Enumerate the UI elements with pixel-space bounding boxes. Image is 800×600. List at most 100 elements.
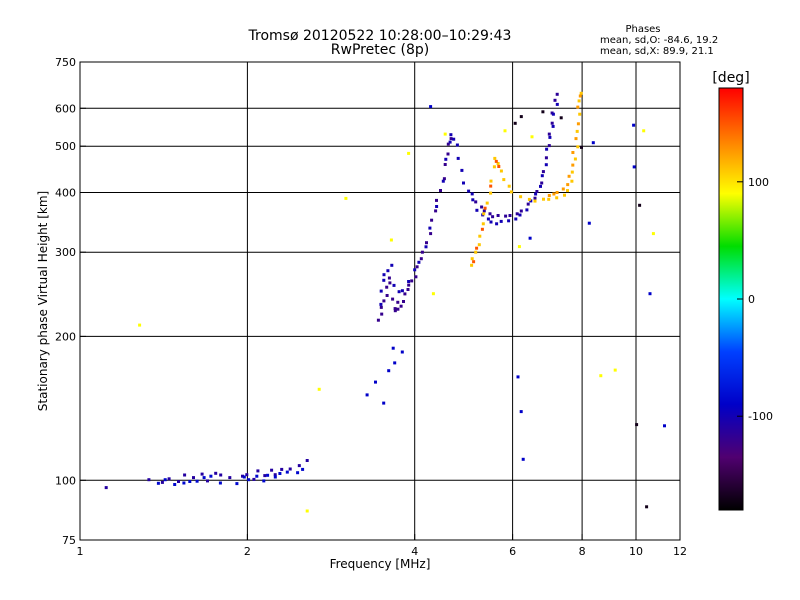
data-point: [386, 269, 390, 273]
data-point: [489, 184, 493, 188]
y-tick-label: 600: [55, 102, 76, 115]
chart-title: Tromsø 20120522 10:28:00–10:29:43: [248, 28, 512, 44]
data-point: [559, 116, 563, 120]
y-tick-label: 400: [55, 187, 76, 200]
data-point: [508, 214, 512, 217]
data-point: [407, 280, 411, 283]
data-point: [648, 292, 652, 296]
data-point: [555, 196, 559, 200]
data-point: [397, 290, 401, 294]
data-point: [435, 205, 439, 208]
data-point: [480, 227, 484, 231]
data-point: [173, 483, 177, 486]
data-point: [514, 217, 518, 221]
data-point: [147, 478, 151, 482]
data-point: [387, 276, 391, 280]
data-point: [491, 215, 495, 219]
data-point: [467, 189, 471, 193]
data-point: [576, 105, 580, 109]
data-point: [138, 323, 142, 327]
data-point: [393, 307, 397, 311]
data-point: [642, 129, 646, 133]
data-point: [632, 165, 636, 169]
grid-lines: [80, 62, 680, 540]
data-point: [317, 387, 321, 391]
data-point: [587, 221, 591, 225]
data-point: [285, 470, 289, 474]
data-point: [195, 479, 199, 483]
data-point: [417, 260, 421, 264]
data-point: [470, 257, 474, 261]
colorbar-tick-label: 100: [748, 176, 769, 189]
data-point: [478, 234, 482, 238]
data-point: [200, 472, 204, 476]
data-point: [435, 198, 438, 202]
x-tick-label: 12: [673, 545, 687, 558]
data-point: [574, 137, 578, 141]
data-point: [219, 473, 223, 477]
data-point: [415, 265, 419, 269]
data-point: [570, 179, 574, 183]
y-tick-label: 200: [55, 330, 76, 343]
data-points: [104, 91, 666, 513]
data-point: [278, 472, 282, 475]
data-point: [489, 220, 493, 224]
data-point: [470, 192, 474, 196]
data-point: [434, 209, 438, 213]
y-tick-label: 300: [55, 246, 76, 259]
data-point: [509, 190, 513, 194]
data-point: [392, 283, 396, 287]
data-point: [578, 94, 582, 98]
data-point: [571, 151, 575, 154]
data-point: [516, 375, 520, 379]
stats-heading: Phases: [625, 24, 660, 35]
x-tick-label: 2: [244, 545, 251, 558]
data-point: [430, 218, 434, 222]
data-point: [400, 289, 404, 293]
data-point: [183, 473, 187, 477]
data-point: [483, 206, 487, 210]
data-point: [407, 283, 411, 287]
data-point: [552, 192, 556, 196]
y-tick-label: 750: [55, 56, 76, 69]
data-point: [425, 241, 428, 245]
data-point: [247, 478, 251, 482]
data-point: [441, 179, 445, 183]
data-point: [489, 179, 493, 183]
data-point: [474, 250, 478, 254]
y-axis-label: Stationary phase Virtual Height [km]: [36, 191, 50, 411]
y-tick-label: 500: [55, 140, 76, 153]
data-point: [280, 467, 284, 471]
data-point: [534, 192, 538, 196]
data-point: [471, 198, 475, 202]
data-point: [578, 112, 582, 116]
data-point: [443, 163, 447, 166]
data-point: [256, 469, 260, 473]
data-point: [507, 219, 511, 223]
data-point: [374, 380, 377, 384]
data-point: [420, 250, 424, 254]
data-point: [489, 191, 493, 195]
data-point: [496, 214, 500, 217]
data-point: [541, 110, 545, 114]
data-point: [497, 165, 501, 168]
data-point: [301, 467, 305, 471]
data-point: [547, 194, 551, 197]
data-point: [305, 459, 309, 462]
data-point: [530, 135, 534, 139]
data-point: [297, 464, 301, 468]
data-point: [544, 156, 548, 160]
data-point: [104, 486, 108, 490]
data-point: [385, 285, 389, 289]
data-point: [541, 170, 545, 174]
data-point: [218, 481, 222, 485]
data-point: [385, 294, 389, 297]
data-point: [442, 177, 446, 181]
data-point: [475, 246, 479, 250]
stats-line-o: mean, sd,O: -84.6, 19.2: [600, 35, 718, 46]
data-point: [526, 202, 530, 206]
data-point: [429, 105, 433, 109]
data-point: [519, 209, 523, 213]
colorbar-tick-label: -100: [748, 410, 773, 423]
